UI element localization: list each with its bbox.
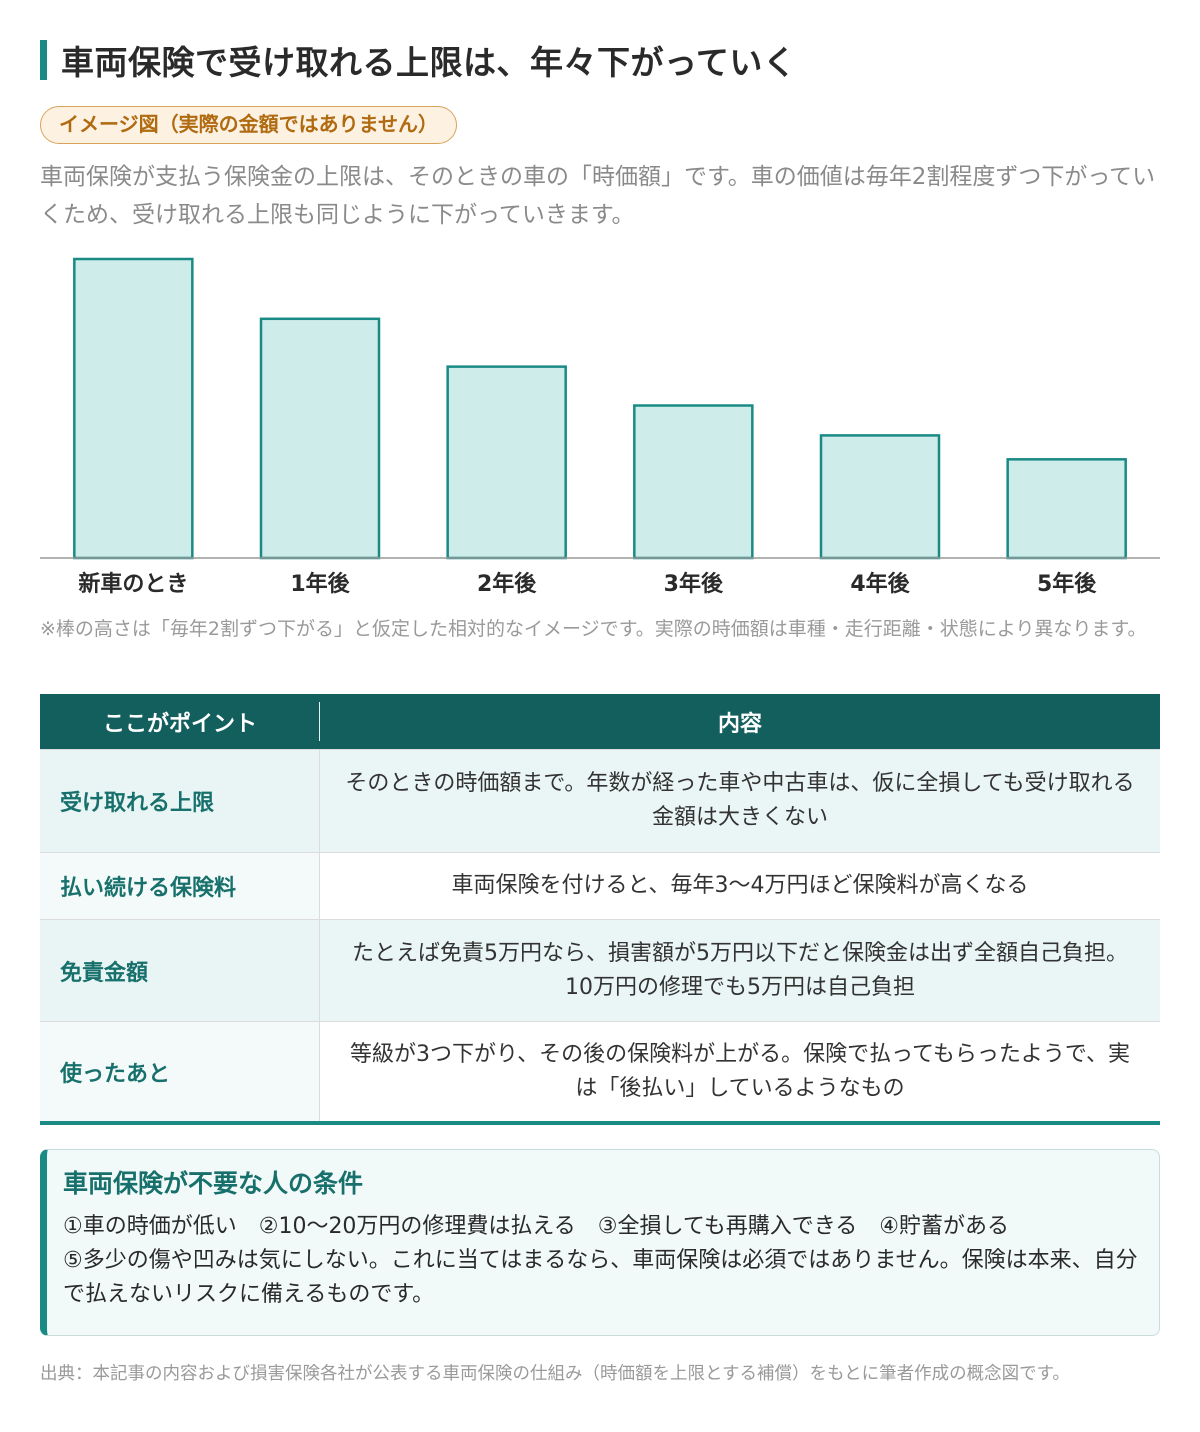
table-header: ここがポイント 内容 — [40, 694, 1160, 749]
row-point: 払い続ける保険料 — [40, 853, 320, 919]
table-row: 免責金額 たとえば免責5万円なら、損害額が5万円以下だと保険金は出ず全額自己負担… — [40, 919, 1160, 1021]
conditions-box: 車両保険が不要な人の条件 ①車の時価が低い ②10〜20万円の修理費は払える ③… — [40, 1149, 1160, 1336]
category-label-0: 新車のとき — [78, 571, 188, 597]
table-row: 払い続ける保険料 車両保険を付けると、毎年3〜4万円ほど保険料が高くなる — [40, 852, 1160, 919]
points-table: ここがポイント 内容 受け取れる上限 そのときの時価額まで。年数が経った車や中古… — [40, 694, 1160, 1125]
bar-1 — [259, 317, 381, 560]
bar-5 — [1006, 458, 1127, 560]
bar-0 — [73, 257, 194, 560]
category-label-2: 2年後 — [477, 571, 537, 597]
conditions-line-1: ①車の時価が低い ②10〜20万円の修理費は払える ③全損しても再購入できる ④… — [63, 1214, 1010, 1239]
source-note: 出典：本記事の内容および損害保険各社が公表する車両保険の仕組み（時価額を上限とす… — [40, 1364, 1070, 1384]
row-content: 車両保険を付けると、毎年3〜4万円ほど保険料が高くなる — [320, 853, 1160, 919]
row-point: 使ったあと — [40, 1022, 320, 1121]
chart-footnote: ※棒の高さは「毎年2割ずつ下がる」と仮定した相対的なイメージです。実際の時価額は… — [40, 618, 1147, 640]
chart-svg: 新車のとき 1年後 2年後 3年後 4年後 5年後 — [40, 257, 1160, 597]
header-point: ここがポイント — [40, 694, 320, 749]
title-row: 車両保険で受け取れる上限は、年々下がっていく — [40, 38, 1160, 82]
row-point: 免責金額 — [40, 920, 320, 1021]
title-accent-bar — [40, 40, 47, 80]
category-label-5: 5年後 — [1037, 571, 1097, 597]
bar-4 — [819, 434, 941, 560]
depreciation-bar-chart: 新車のとき 1年後 2年後 3年後 4年後 5年後 — [40, 250, 1160, 610]
conditions-line-2: ⑤多少の傷や凹みは気にしない。これに当てはまるなら、車両保険は必須ではありません… — [63, 1248, 1138, 1307]
table-row: 受け取れる上限 そのときの時価額まで。年数が経った車や中古車は、仮に全損しても受… — [40, 749, 1160, 852]
conditions-body: ①車の時価が低い ②10〜20万円の修理費は払える ③全損しても再購入できる ④… — [63, 1210, 1139, 1312]
row-content: たとえば免責5万円なら、損害額が5万円以下だと保険金は出ず全額自己負担。10万円… — [320, 920, 1160, 1021]
category-label-1: 1年後 — [290, 571, 350, 597]
row-content: そのときの時価額まで。年数が経った車や中古車は、仮に全損しても受け取れる金額は大… — [320, 750, 1160, 852]
table-row: 使ったあと 等級が3つ下がり、その後の保険料が上がる。保険で払ってもらったようで… — [40, 1021, 1160, 1121]
category-label-4: 4年後 — [850, 571, 910, 597]
page-title: 車両保険で受け取れる上限は、年々下がっていく — [61, 43, 797, 82]
bar-3 — [633, 404, 754, 560]
conditions-title: 車両保険が不要な人の条件 — [63, 1169, 364, 1198]
header-content: 内容 — [717, 711, 762, 737]
intro-text: 車両保険が支払う保険金の上限は、そのときの車の「時価額」です。車の価値は毎年2割… — [40, 164, 1156, 228]
row-point: 受け取れる上限 — [40, 750, 320, 852]
bar-2 — [446, 365, 567, 560]
category-label-3: 3年後 — [664, 571, 724, 597]
row-content: 等級が3つ下がり、その後の保険料が上がる。保険で払ってもらったようで、実は「後払… — [320, 1022, 1160, 1121]
image-notice-badge: イメージ図（実際の金額ではありません） — [40, 106, 457, 144]
